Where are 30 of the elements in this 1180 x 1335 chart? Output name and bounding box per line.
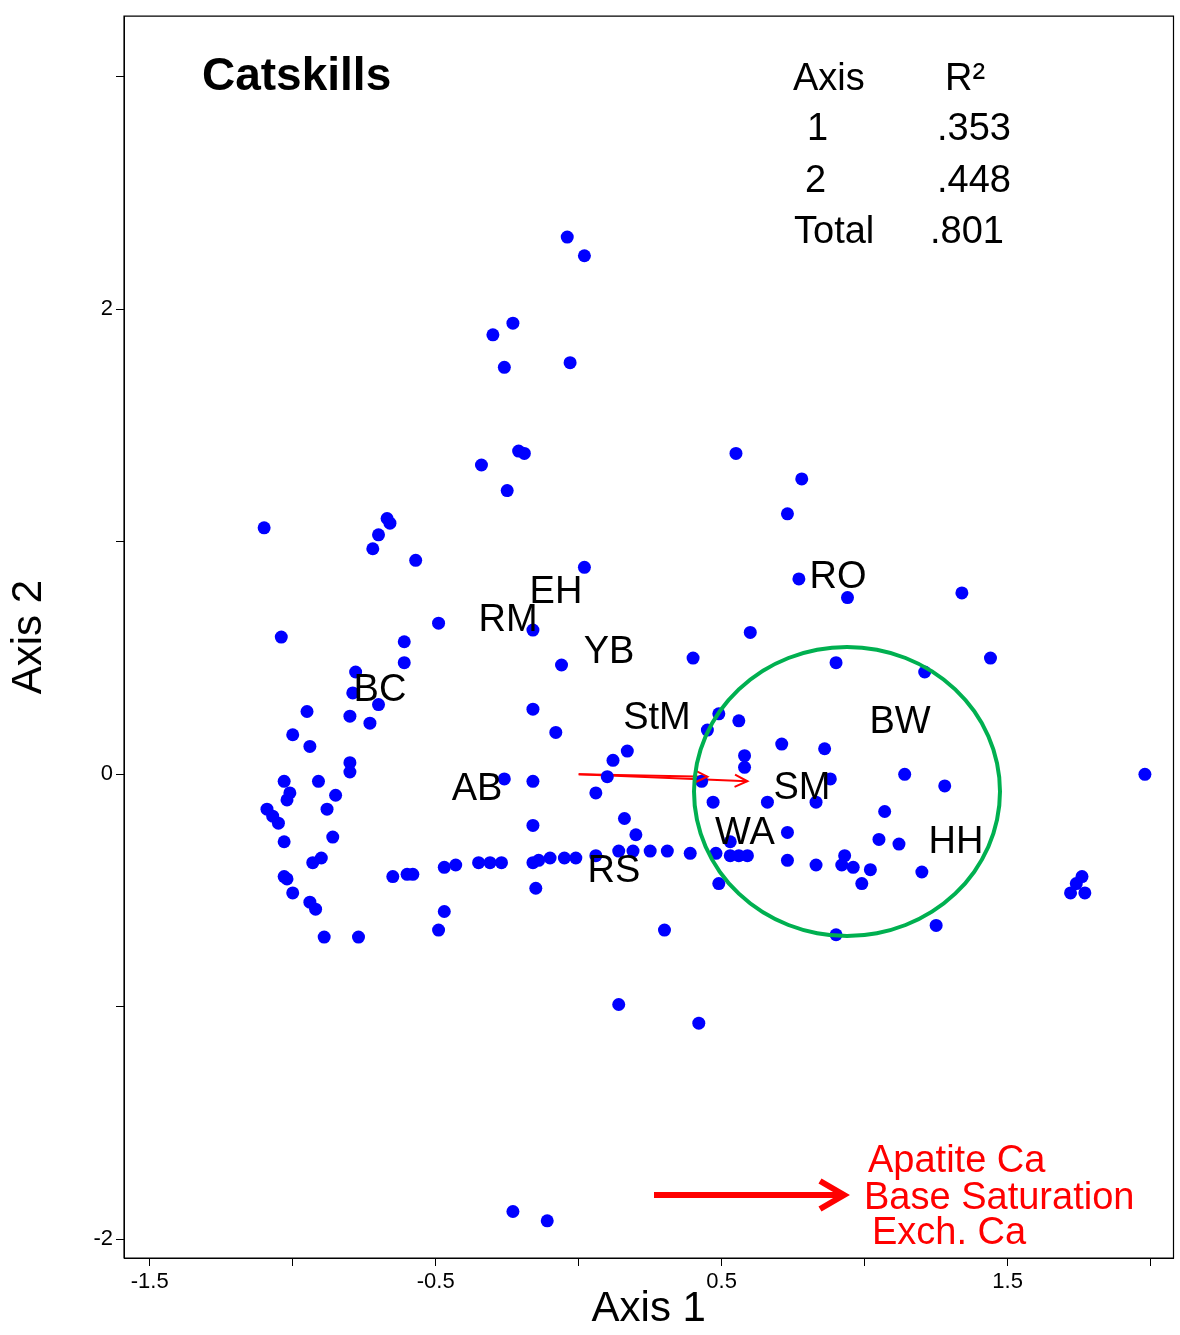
x-tick-label: -0.5	[416, 1268, 455, 1294]
annotation: 1	[807, 106, 829, 148]
annotation: RS	[587, 848, 641, 890]
x-tick-label: 0.5	[706, 1268, 737, 1294]
annotation: SM	[773, 765, 831, 807]
annotation: StM	[623, 695, 691, 737]
annotation: Exch. Ca	[872, 1210, 1027, 1252]
annotation: .353	[937, 106, 1011, 148]
annotation: .448	[937, 158, 1011, 200]
annotation: 2	[805, 158, 827, 200]
annotation: AB	[451, 766, 503, 808]
annotation: Total	[794, 209, 875, 251]
x-axis-title: Axis 1	[591, 1283, 706, 1331]
y-tick-label: -2	[93, 1225, 113, 1251]
annotation: HH	[928, 819, 984, 861]
annotation: R²	[945, 56, 986, 98]
annotation: BC	[353, 667, 407, 709]
annotation: RO	[809, 554, 867, 596]
annotation: BW	[869, 699, 931, 741]
y-tick-label: 2	[100, 295, 113, 321]
x-tick-label: -1.5	[130, 1268, 169, 1294]
annotation: YB	[583, 629, 635, 671]
annotation: Axis	[793, 56, 865, 98]
annotation: Apatite Ca	[868, 1138, 1046, 1180]
y-tick-label: 0	[100, 760, 113, 786]
y-axis-title: Axis 2	[2, 579, 50, 695]
text: Catskills	[202, 48, 392, 101]
annotation: WA	[715, 810, 775, 852]
annotation: .801	[930, 209, 1004, 251]
x-tick-label: 1.5	[992, 1268, 1023, 1294]
